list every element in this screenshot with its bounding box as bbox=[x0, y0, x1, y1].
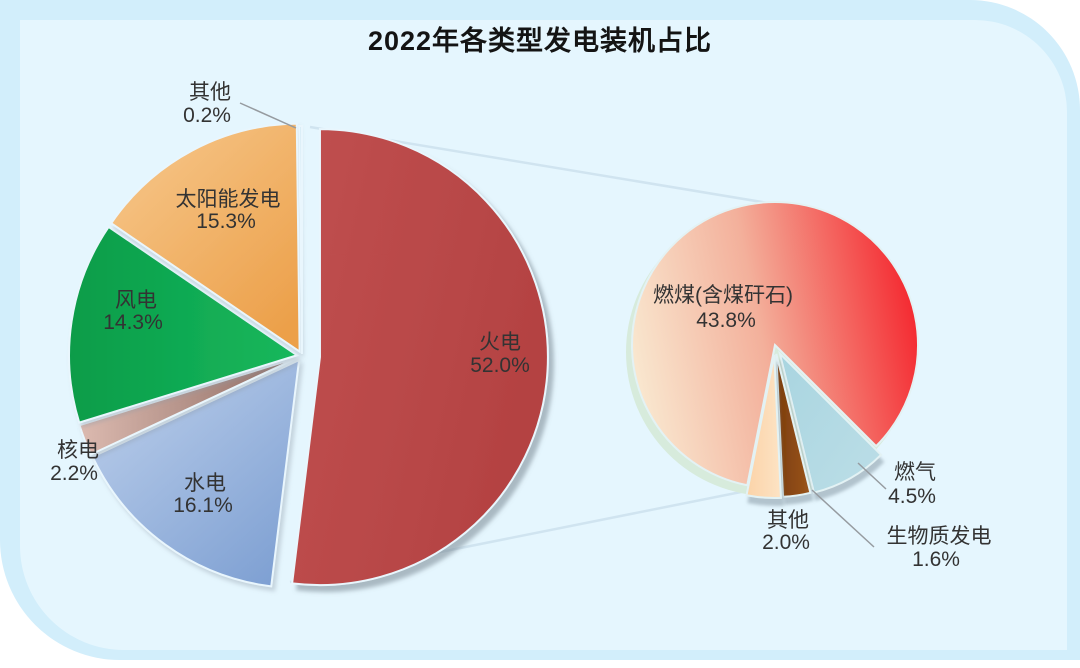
leader-line-other-main bbox=[239, 102, 297, 129]
sub-label-biomass-pct: 1.6% bbox=[912, 548, 960, 571]
sub-pie bbox=[631, 201, 919, 499]
leader-lines bbox=[239, 102, 887, 548]
main-slice-wind bbox=[68, 225, 300, 424]
main-label-hydro-pct: 16.1% bbox=[173, 494, 233, 517]
sub-label-coal: 燃煤(含煤矸石) bbox=[653, 284, 793, 307]
main-slice-other bbox=[298, 124, 303, 355]
sub-label-other: 其他 bbox=[767, 509, 809, 532]
leader-line-gas bbox=[857, 462, 887, 490]
main-label-solar: 太阳能发电 bbox=[176, 188, 281, 211]
sub-label-other-pct: 2.0% bbox=[762, 531, 810, 554]
main-label-nuclear: 核电 bbox=[57, 439, 99, 462]
slice-labels: 火电 52.0% 水电 16.1% 核电 2.2% 风电 14.3% 太阳能发电… bbox=[50, 81, 991, 571]
sub-label-biomass: 生物质发电 bbox=[887, 525, 992, 548]
leader-line-biomass bbox=[811, 489, 875, 548]
main-label-other-pct: 0.2% bbox=[183, 104, 231, 127]
main-label-thermal-pct: 52.0% bbox=[470, 354, 530, 377]
main-label-wind-pct: 14.3% bbox=[103, 311, 163, 334]
main-slice-nuclear bbox=[78, 356, 298, 456]
chart-title: 2022年各类型发电装机占比 bbox=[367, 26, 713, 56]
sub-slice-biomass bbox=[775, 353, 812, 498]
main-label-solar-pct: 15.3% bbox=[196, 210, 256, 233]
main-pie bbox=[68, 122, 549, 588]
sub-label-coal-pct: 43.8% bbox=[696, 309, 756, 332]
main-label-other: 其他 bbox=[189, 81, 231, 104]
main-label-nuclear-pct: 2.2% bbox=[50, 462, 98, 485]
main-label-thermal: 火电 bbox=[479, 331, 521, 354]
sub-slice-coal bbox=[631, 201, 919, 487]
main-label-wind: 风电 bbox=[115, 289, 157, 312]
sub-label-gas-pct: 4.5% bbox=[888, 485, 936, 508]
sub-slice-other bbox=[745, 354, 783, 499]
main-label-hydro: 水电 bbox=[184, 472, 226, 495]
sub-label-gas: 燃气 bbox=[894, 461, 936, 484]
main-slice-thermal bbox=[291, 128, 549, 587]
main-slice-solar bbox=[109, 122, 301, 354]
main-slice-hydro bbox=[91, 358, 301, 588]
